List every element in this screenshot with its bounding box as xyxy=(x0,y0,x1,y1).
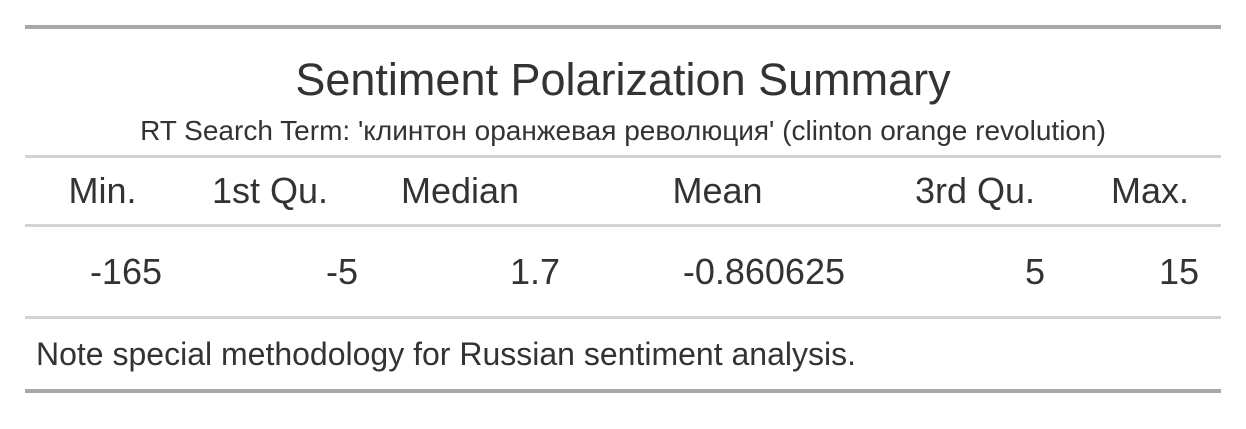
cell-1st-qu: -5 xyxy=(325,250,358,292)
header-bottom-rule xyxy=(25,224,1221,227)
header-top-rule xyxy=(25,155,1221,158)
body-bottom-rule xyxy=(25,316,1221,319)
table-row: -165 -5 1.7 -0.860625 5 15 xyxy=(25,227,1221,316)
summary-table: Sentiment Polarization Summary RT Search… xyxy=(25,25,1221,393)
column-header-median: Median xyxy=(400,170,520,211)
table-bottom-rule xyxy=(25,389,1221,393)
table-title: Sentiment Polarization Summary xyxy=(295,54,951,105)
table-top-rule xyxy=(25,25,1221,29)
cell-3rd-qu: 5 xyxy=(1024,250,1045,292)
table-note: Note special methodology for Russian sen… xyxy=(36,336,856,372)
table-subtitle: RT Search Term: 'клинтон оранжевая револ… xyxy=(140,115,1106,146)
column-header-min: Min. xyxy=(68,170,137,211)
column-header-3rd-qu: 3rd Qu. xyxy=(914,170,1035,211)
cell-min: -165 xyxy=(89,250,162,292)
column-header-mean: Mean xyxy=(672,170,763,211)
cell-median: 1.7 xyxy=(509,250,560,292)
cell-mean: -0.860625 xyxy=(682,250,845,292)
cell-max: 15 xyxy=(1158,250,1199,292)
column-header-max: Max. xyxy=(1110,170,1189,211)
column-header-row: Min. 1st Qu. Median Mean 3rd Qu. Max. xyxy=(25,158,1221,224)
column-header-1st-qu: 1st Qu. xyxy=(211,170,329,211)
